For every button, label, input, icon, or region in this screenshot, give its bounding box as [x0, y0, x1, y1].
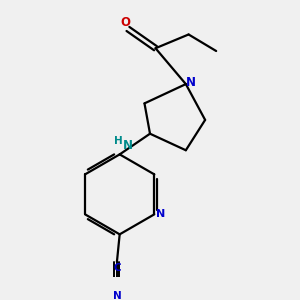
Text: O: O	[120, 16, 130, 28]
Text: H: H	[114, 136, 123, 146]
Text: N: N	[112, 291, 121, 300]
Text: N: N	[156, 209, 165, 219]
Text: C: C	[113, 263, 121, 273]
Text: N: N	[123, 139, 133, 152]
Text: N: N	[186, 76, 196, 89]
